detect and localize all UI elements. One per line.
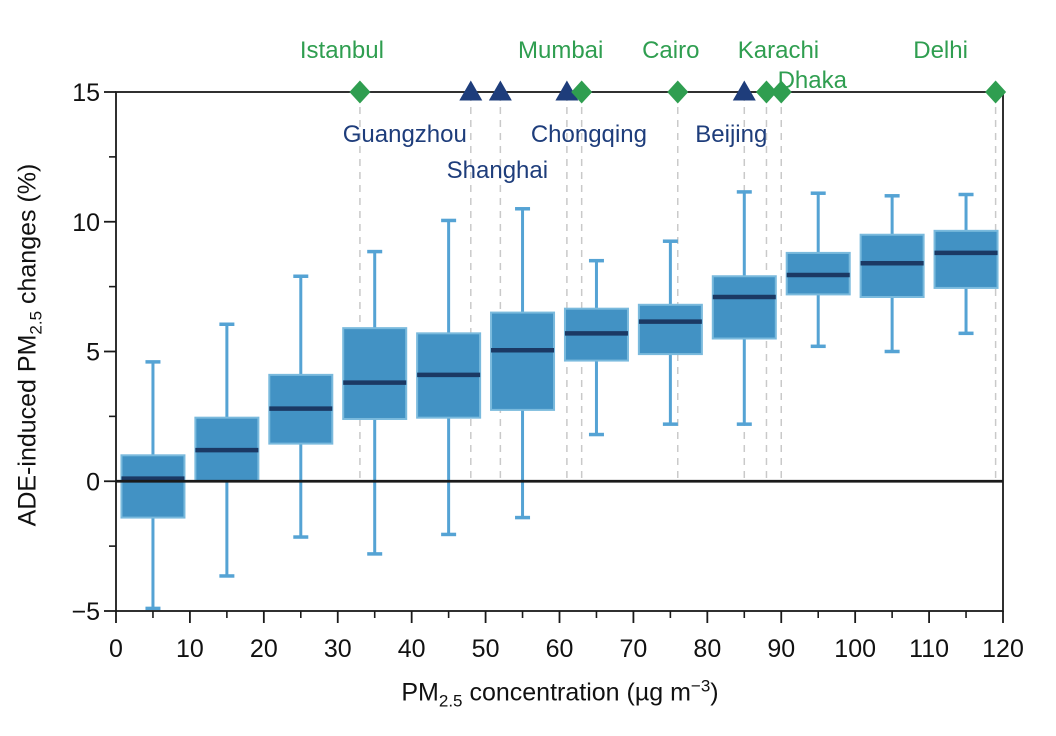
plot-frame: [115, 91, 1004, 612]
axis-title-part: ): [710, 678, 719, 707]
city-label-shanghai: Shanghai: [447, 157, 548, 184]
city-marker-cairo-diamond-icon: [667, 80, 689, 104]
boxplot-x55: [490, 207, 556, 520]
city-label-delhi: Delhi: [913, 37, 968, 64]
x-tick-label-110: 110: [909, 635, 949, 663]
boxplot-x25: [268, 274, 334, 539]
x-tick-label-100: 100: [834, 635, 876, 663]
city-marker-dhaka-diamond-icon: [770, 80, 792, 104]
city-annotations: Istanbul Guangzhou Shanghai Chongqing Mumbai…: [300, 37, 1007, 184]
iqr-box: [933, 229, 999, 289]
city-label-beijing: Beijing: [695, 121, 767, 148]
axis-title-part: 2.5: [438, 691, 463, 711]
iqr-box: [342, 327, 408, 420]
x-tick-label-70: 70: [620, 635, 648, 663]
x-tick-label-120: 120: [982, 635, 1024, 663]
axis-title-part: −3: [690, 676, 711, 696]
y-tick-label-10: 10: [72, 209, 100, 237]
iqr-box: [859, 233, 925, 299]
city-label-dhaka: Dhaka: [778, 67, 848, 94]
boxplot-x115: [933, 192, 999, 336]
boxplot-x5: [120, 360, 186, 611]
city-marker-chongqing-triangle-icon: [555, 80, 579, 101]
x-tick-label-0: 0: [109, 635, 123, 663]
city-label-istanbul: Istanbul: [300, 37, 384, 64]
axis-title-part: 2.5: [26, 310, 46, 335]
y-tick-label--5: −5: [71, 598, 100, 626]
iqr-box: [120, 454, 186, 519]
x-tick-label-50: 50: [472, 635, 500, 663]
iqr-box: [490, 311, 556, 411]
axis-title-part: changes (%): [13, 163, 42, 311]
x-tick-label-80: 80: [693, 635, 721, 663]
y-tick-label-0: 0: [86, 468, 100, 496]
boxplot-series: [120, 190, 999, 611]
x-tick-label-60: 60: [546, 635, 574, 663]
city-label-guangzhou: Guangzhou: [343, 121, 467, 148]
boxplot-x85: [711, 190, 777, 426]
city-marker-mumbai-diamond-icon: [571, 80, 593, 104]
y-tick-label-5: 5: [86, 339, 100, 367]
city-marker-istanbul-diamond-icon: [349, 80, 371, 104]
x-tick-label-20: 20: [250, 635, 278, 663]
city-marker-karachi-diamond-icon: [755, 80, 777, 104]
x-tick-label-90: 90: [767, 635, 795, 663]
boxplot-x105: [859, 194, 925, 354]
boxplot-x95: [785, 191, 851, 349]
city-marker-shanghai-triangle-icon: [488, 80, 512, 101]
city-marker-guangzhou-triangle-icon: [459, 80, 483, 101]
axis-title-part: concentration (µg m: [462, 678, 691, 707]
x-tick-label-40: 40: [398, 635, 426, 663]
boxplot-x15: [194, 322, 260, 578]
y-tick-label-15: 15: [72, 79, 100, 107]
axis-title-part: ADE-induced PM: [13, 334, 42, 527]
x-tick-label-10: 10: [176, 635, 204, 663]
boxplot-x75: [637, 239, 703, 426]
boxplot-x65: [563, 258, 629, 437]
city-label-mumbai: Mumbai: [518, 37, 603, 64]
x-tick-label-30: 30: [324, 635, 352, 663]
boxplot-x35: [342, 249, 408, 556]
iqr-box: [711, 275, 777, 340]
iqr-box: [637, 303, 703, 356]
axis-title-part: PM: [401, 678, 439, 707]
city-label-chongqing: Chongqing: [531, 121, 647, 148]
city-marker-delhi-diamond-icon: [985, 80, 1007, 104]
city-label-karachi: Karachi: [738, 37, 819, 64]
y-axis-title: ADE-induced PM2.5 changes (%): [14, 164, 47, 527]
city-label-cairo: Cairo: [642, 37, 699, 64]
axis-ticks: 0 10 20 30 40 50 60 70 80 90 100 110 120 −5 0 5 10 15: [71, 79, 1023, 663]
x-axis-title: PM2.5 concentration (µg m−3): [401, 676, 718, 711]
city-marker-beijing-triangle-icon: [732, 80, 756, 101]
